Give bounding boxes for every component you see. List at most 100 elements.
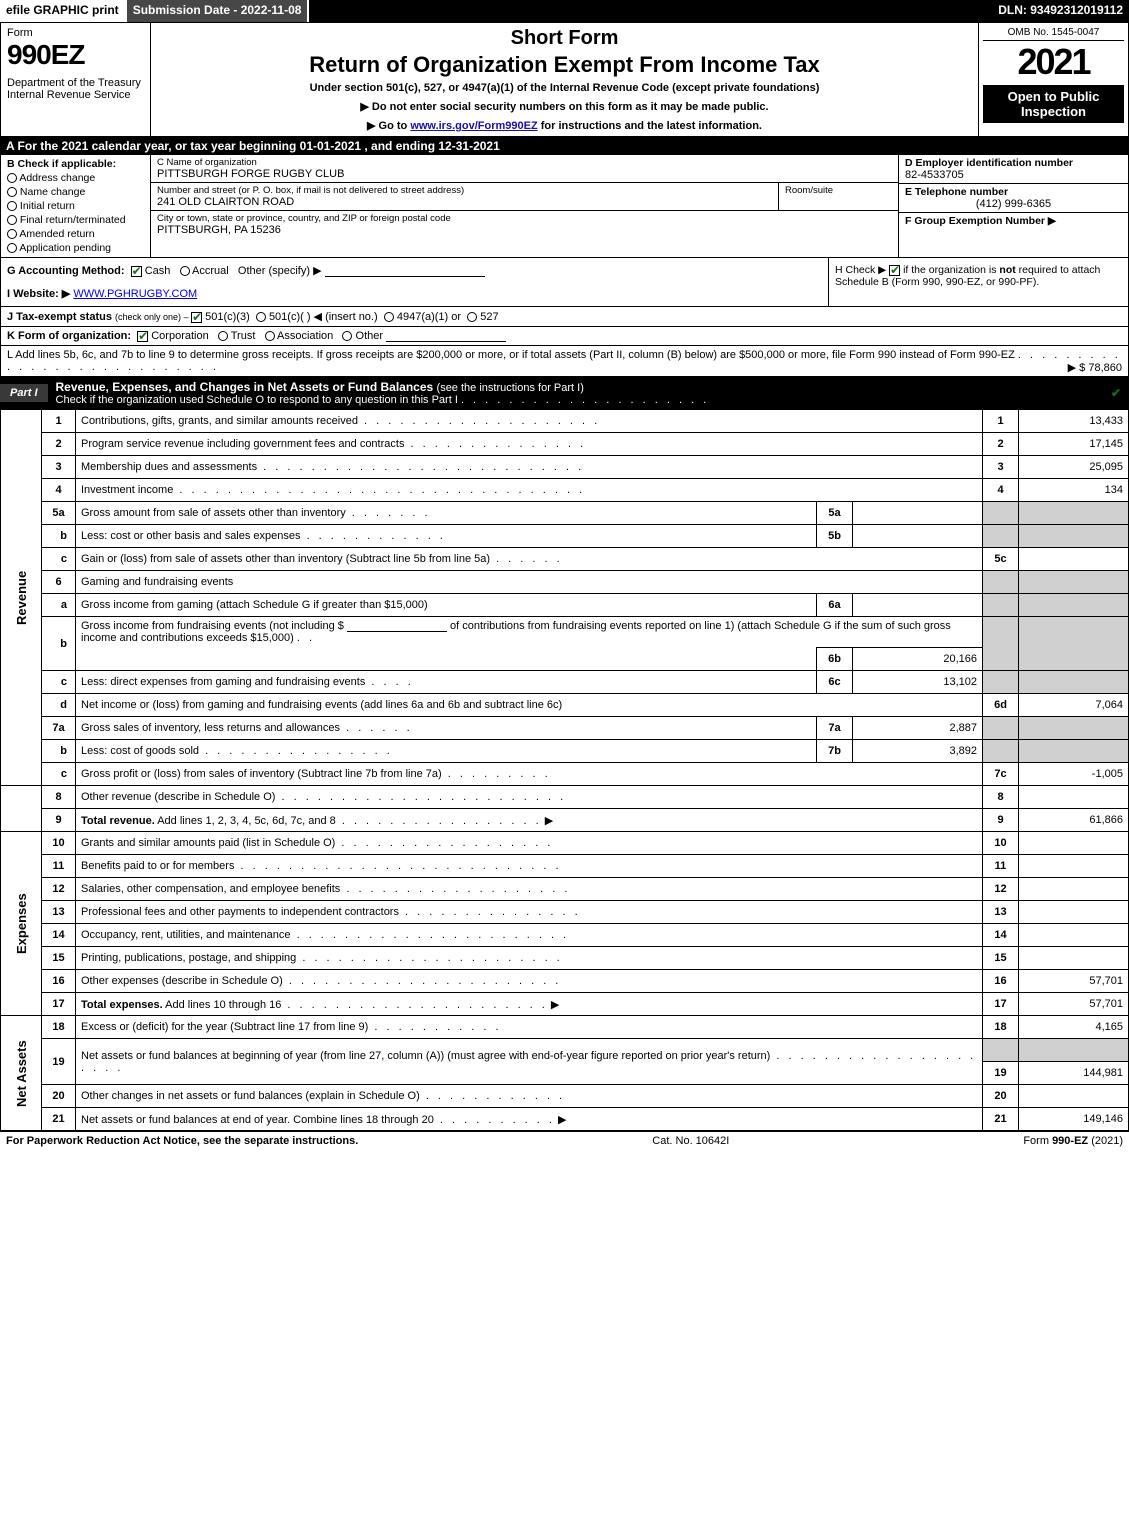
check-initial-return[interactable]: Initial return — [7, 200, 144, 212]
g-cash-check[interactable] — [131, 266, 142, 277]
section-c: C Name of organization PITTSBURGH FORGE … — [151, 155, 898, 257]
l6b-blank[interactable] — [347, 620, 447, 632]
goto-post: for instructions and the latest informat… — [538, 120, 762, 132]
h-checkbox[interactable] — [889, 265, 900, 276]
l3-num: 3 — [42, 456, 76, 479]
header-center: Short Form Return of Organization Exempt… — [151, 23, 978, 136]
l5c-desc: Gain or (loss) from sale of assets other… — [81, 553, 490, 565]
k-trust-radio[interactable] — [218, 331, 228, 341]
l5c-rv — [1019, 548, 1129, 571]
table-row: b Gross income from fundraising events (… — [1, 617, 1129, 648]
g-other-blank[interactable] — [325, 265, 485, 277]
efile-label: efile GRAPHIC print — [0, 0, 127, 22]
l2-desc: Program service revenue including govern… — [81, 438, 404, 450]
open-to-public: Open to Public Inspection — [983, 85, 1124, 123]
table-row: 16 Other expenses (describe in Schedule … — [1, 970, 1129, 993]
j-501c3-check[interactable] — [191, 312, 202, 323]
l4-num: 4 — [42, 479, 76, 502]
check-application-pending[interactable]: Application pending — [7, 242, 144, 254]
ein-value: 82-4533705 — [905, 169, 1122, 181]
part1-sub: Check if the organization used Schedule … — [56, 394, 458, 406]
l-amount: ▶ $ 78,860 — [1068, 361, 1122, 374]
table-row: 20 Other changes in net assets or fund b… — [1, 1085, 1129, 1108]
k-other-blank[interactable] — [386, 330, 506, 342]
l21-rn: 21 — [983, 1108, 1019, 1131]
omb-number: OMB No. 1545-0047 — [983, 27, 1124, 41]
l9-bold: Total revenue. — [81, 815, 155, 827]
l6a-rn-shade — [983, 594, 1019, 617]
l9-rv: 61,866 — [1019, 809, 1129, 832]
website-link[interactable]: WWW.PGHRUGBY.COM — [73, 288, 197, 300]
h-text1: H Check ▶ — [835, 264, 889, 276]
l9-num: 9 — [42, 809, 76, 832]
l6a-rv-shade — [1019, 594, 1129, 617]
l6b-rn-shade — [983, 617, 1019, 671]
j-501c-radio[interactable] — [256, 312, 266, 322]
l15-rv — [1019, 947, 1129, 970]
rows-gh: G Accounting Method: Cash Accrual Other … — [0, 258, 1129, 307]
part1-schedule-o-check[interactable] — [1110, 388, 1121, 399]
table-row: 5a Gross amount from sale of assets othe… — [1, 502, 1129, 525]
g-accrual-radio[interactable] — [180, 266, 190, 276]
k-corp-check[interactable] — [137, 331, 148, 342]
k-corp: Corporation — [151, 330, 208, 342]
l15-rn: 15 — [983, 947, 1019, 970]
l6c-rv-shade — [1019, 671, 1129, 694]
room-suite: Room/suite — [778, 183, 898, 210]
street-hint: Number and street (or P. O. box, if mail… — [157, 185, 772, 196]
l7b-rn-shade — [983, 740, 1019, 763]
l11-rv — [1019, 855, 1129, 878]
row-h: H Check ▶ if the organization is not req… — [828, 258, 1128, 306]
k-other-radio[interactable] — [342, 331, 352, 341]
l6d-num: d — [42, 694, 76, 717]
form-word: Form — [7, 27, 144, 39]
table-row: 21 Net assets or fund balances at end of… — [1, 1108, 1129, 1131]
l8-num: 8 — [42, 786, 76, 809]
check-address-change[interactable]: Address change — [7, 172, 144, 184]
form-subtitle: Under section 501(c), 527, or 4947(a)(1)… — [157, 82, 972, 94]
form-header: Form 990EZ Department of the Treasury In… — [0, 22, 1129, 137]
l15-num: 15 — [42, 947, 76, 970]
submission-date: Submission Date - 2022-11-08 — [127, 0, 310, 22]
row-a-calendar-year: A For the 2021 calendar year, or tax yea… — [0, 137, 1129, 155]
street-address: 241 OLD CLAIRTON ROAD — [157, 196, 772, 208]
j-527-radio[interactable] — [467, 312, 477, 322]
l10-rv — [1019, 832, 1129, 855]
table-row: 15 Printing, publications, postage, and … — [1, 947, 1129, 970]
check-name-change[interactable]: Name change — [7, 186, 144, 198]
l6d-rv: 7,064 — [1019, 694, 1129, 717]
k-assoc-radio[interactable] — [265, 331, 275, 341]
l19-rv: 144,981 — [1019, 1062, 1129, 1085]
table-row: c Gross profit or (loss) from sales of i… — [1, 763, 1129, 786]
footer-right: Form 990-EZ (2021) — [1023, 1135, 1123, 1147]
l1-rn: 1 — [983, 410, 1019, 433]
table-row: Expenses 10 Grants and similar amounts p… — [1, 832, 1129, 855]
revenue-vlabel-cont — [1, 786, 42, 832]
l11-num: 11 — [42, 855, 76, 878]
table-row: 11 Benefits paid to or for members . . .… — [1, 855, 1129, 878]
l6c-rn-shade — [983, 671, 1019, 694]
l10-desc: Grants and similar amounts paid (list in… — [81, 837, 335, 849]
group-exemption-label: F Group Exemption Number ▶ — [905, 215, 1122, 227]
l12-rn: 12 — [983, 878, 1019, 901]
l7a-rv-shade — [1019, 717, 1129, 740]
l17-num: 17 — [42, 993, 76, 1016]
l16-num: 16 — [42, 970, 76, 993]
j-4947-radio[interactable] — [384, 312, 394, 322]
l1-desc: Contributions, gifts, grants, and simila… — [81, 415, 358, 427]
check-amended-return[interactable]: Amended return — [7, 228, 144, 240]
l5b-ml: 5b — [817, 525, 853, 548]
l17-rn: 17 — [983, 993, 1019, 1016]
l6b-ml: 6b — [817, 648, 853, 671]
l6a-ml: 6a — [817, 594, 853, 617]
j-o1: 501(c)(3) — [205, 311, 250, 323]
l5a-num: 5a — [42, 502, 76, 525]
table-row: Net Assets 18 Excess or (deficit) for th… — [1, 1016, 1129, 1039]
l6a-mv — [853, 594, 983, 617]
city-state-zip: PITTSBURGH, PA 15236 — [157, 224, 892, 236]
check-final-return[interactable]: Final return/terminated — [7, 214, 144, 226]
l12-desc: Salaries, other compensation, and employ… — [81, 883, 340, 895]
k-trust: Trust — [231, 330, 256, 342]
l5b-desc: Less: cost or other basis and sales expe… — [81, 530, 301, 542]
irs-link[interactable]: www.irs.gov/Form990EZ — [410, 120, 537, 132]
